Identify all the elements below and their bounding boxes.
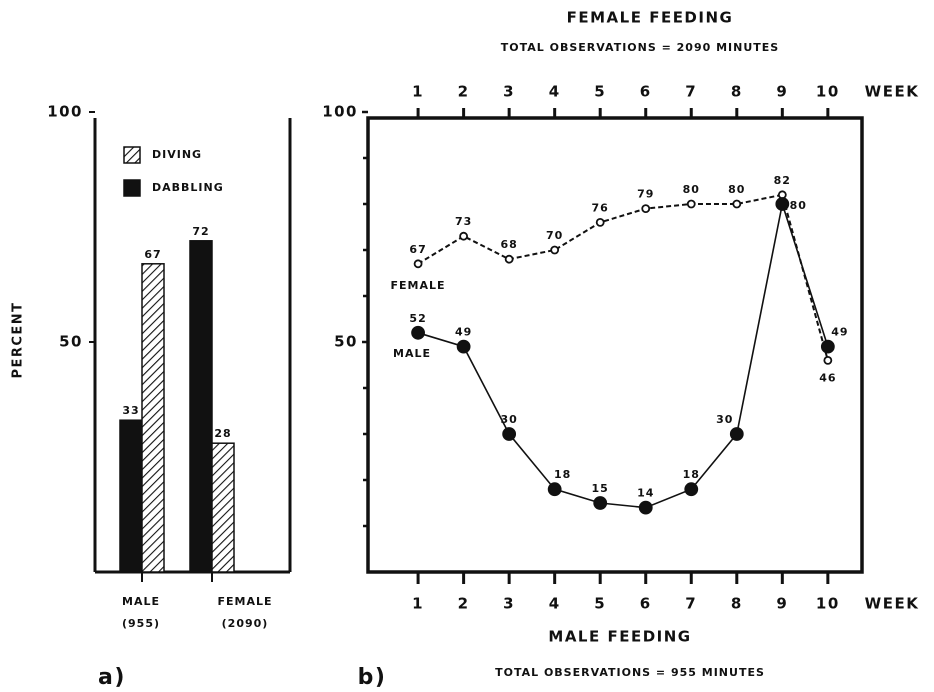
- legend-label: DABBLING: [152, 181, 224, 194]
- point: [823, 355, 833, 365]
- x-tick-label: MALE: [122, 595, 160, 608]
- data-label: 15: [592, 482, 609, 495]
- data-label: 52: [409, 312, 426, 325]
- y-tick-label: 100: [322, 103, 358, 121]
- point: [413, 259, 423, 269]
- x-tick-label: 8: [731, 595, 743, 613]
- point: [820, 339, 835, 354]
- bar: [141, 263, 165, 573]
- point: [729, 427, 744, 441]
- x-tick-label: 10: [816, 83, 840, 101]
- data-label: 73: [455, 215, 472, 228]
- x-tick-label: 7: [685, 595, 697, 613]
- plot-frame: [366, 116, 864, 574]
- data-label: 67: [144, 248, 161, 261]
- data-label: 30: [716, 413, 733, 426]
- data-label: 49: [831, 326, 848, 339]
- x-tick-label: 3: [503, 595, 515, 613]
- point: [502, 427, 517, 441]
- series-label: FEMALE: [390, 279, 445, 292]
- y-tick-label: 50: [334, 333, 358, 351]
- point: [456, 339, 471, 354]
- data-label: 80: [728, 183, 745, 196]
- data-label: 68: [500, 238, 517, 251]
- x-tick-label: (2090): [222, 617, 269, 630]
- point: [550, 245, 560, 255]
- point: [411, 325, 425, 340]
- data-label: 46: [819, 371, 836, 384]
- data-label: 79: [637, 188, 654, 201]
- x-tick-label: 2: [458, 595, 470, 613]
- point: [459, 231, 469, 241]
- data-label: 18: [554, 468, 571, 481]
- x-tick-label: (955): [122, 617, 160, 630]
- point: [775, 197, 790, 211]
- x-axis-label: MALE FEEDING: [548, 628, 691, 646]
- x-tick-label: 1: [412, 595, 424, 613]
- point: [641, 204, 651, 214]
- point: [595, 217, 605, 227]
- data-label: 76: [592, 201, 609, 214]
- x-tick-label: 5: [594, 83, 606, 101]
- x-tick-label: 6: [640, 595, 652, 613]
- data-label: 82: [774, 174, 791, 187]
- series-line: [417, 203, 829, 509]
- x-tick-label: 6: [640, 83, 652, 101]
- series-label: MALE: [393, 347, 431, 360]
- point: [684, 482, 699, 497]
- bar: [189, 240, 213, 573]
- point: [638, 500, 653, 515]
- x-tick-label: 9: [776, 595, 788, 613]
- data-label: 30: [500, 413, 517, 426]
- x-axis-note: TOTAL OBSERVATIONS = 955 MINUTES: [495, 666, 765, 679]
- data-label: 80: [790, 199, 807, 212]
- point: [593, 496, 608, 510]
- panel-label: a): [98, 665, 126, 690]
- x-unit: WEEK: [865, 83, 920, 101]
- x-tick-label: 2: [458, 83, 470, 101]
- x-unit: WEEK: [865, 595, 920, 613]
- data-label: 49: [455, 326, 472, 339]
- data-label: 18: [683, 468, 700, 481]
- x-tick-label: FEMALE: [217, 595, 272, 608]
- x-tick-label: 3: [503, 83, 515, 101]
- bar: [211, 442, 235, 573]
- x-tick-label: 9: [776, 83, 788, 101]
- point: [686, 199, 696, 209]
- data-label: 14: [637, 487, 654, 500]
- point: [547, 482, 562, 497]
- bar: [119, 419, 143, 573]
- data-label: 28: [214, 427, 231, 440]
- y-tick-label: 50: [59, 333, 83, 351]
- data-label: 80: [683, 183, 700, 196]
- x-tick-label: 7: [685, 83, 697, 101]
- x-tick-label: 8: [731, 83, 743, 101]
- y-axis-label: PERCENT: [11, 301, 26, 378]
- data-label: 70: [546, 229, 563, 242]
- panel-label: b): [358, 665, 387, 690]
- data-label: 67: [409, 243, 426, 256]
- data-label: 72: [192, 225, 209, 238]
- series-line: [417, 193, 829, 361]
- legend-swatch: [123, 146, 141, 164]
- chart-title: FEMALE FEEDING: [567, 9, 734, 27]
- chart-subtitle: TOTAL OBSERVATIONS = 2090 MINUTES: [501, 41, 779, 54]
- legend-swatch: [123, 179, 141, 197]
- y-tick-label: 100: [47, 103, 83, 121]
- x-tick-label: 10: [816, 595, 840, 613]
- x-tick-label: 1: [412, 83, 424, 101]
- x-tick-label: 5: [594, 595, 606, 613]
- data-label: 33: [122, 404, 139, 417]
- point: [732, 199, 742, 209]
- x-tick-label: 4: [549, 595, 561, 613]
- legend-label: DIVING: [152, 148, 202, 161]
- x-tick-label: 4: [549, 83, 561, 101]
- point: [504, 254, 514, 264]
